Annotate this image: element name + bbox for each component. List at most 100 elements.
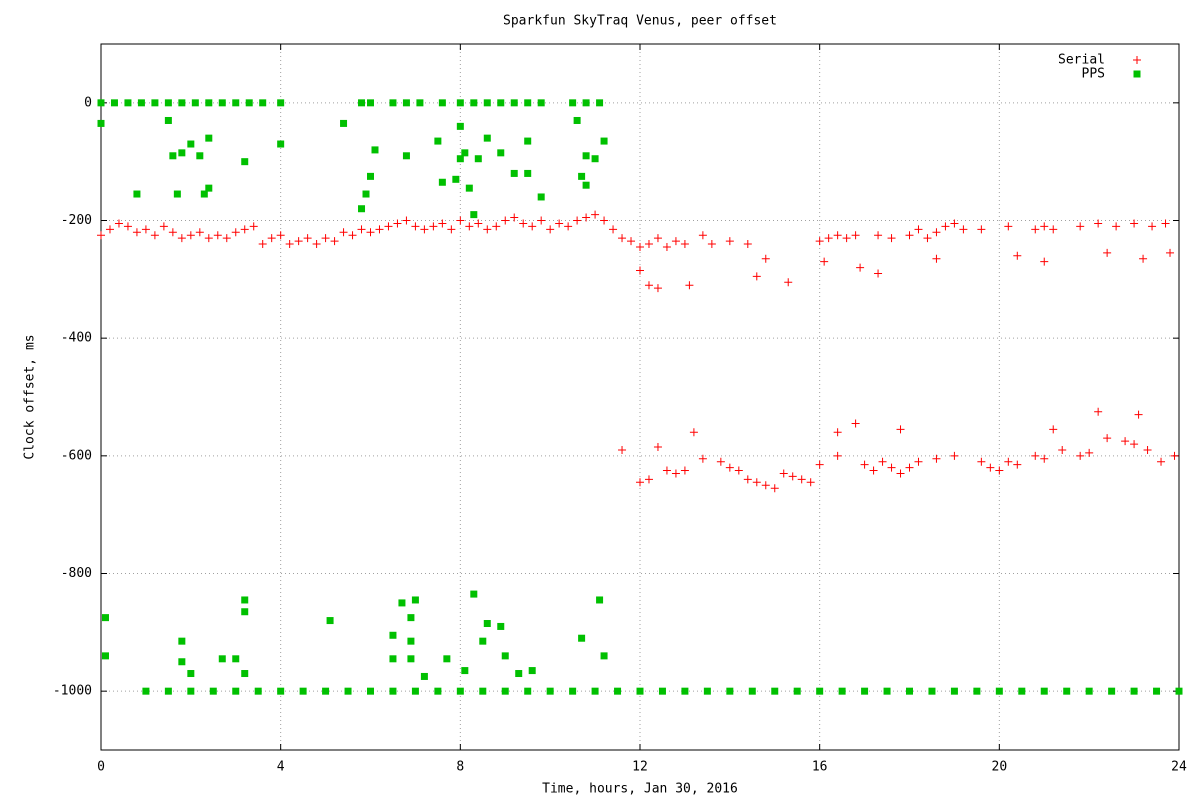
data-point <box>653 284 662 293</box>
data-point <box>187 670 195 678</box>
data-point <box>191 99 199 107</box>
data-point <box>407 655 415 663</box>
data-point <box>492 222 501 231</box>
data-point <box>833 231 842 240</box>
data-point <box>249 222 258 231</box>
data-point <box>932 254 941 263</box>
data-point <box>213 231 222 240</box>
data-point <box>447 225 456 234</box>
data-point <box>97 231 105 240</box>
data-point <box>465 184 473 192</box>
data-point <box>914 457 923 466</box>
data-point <box>276 231 285 240</box>
data-point <box>1094 219 1103 228</box>
data-point <box>582 152 590 160</box>
data-point <box>851 231 860 240</box>
data-point <box>312 240 321 249</box>
data-point <box>573 216 582 225</box>
legend-marker <box>1133 56 1141 64</box>
data-point <box>1063 687 1071 695</box>
data-point <box>928 687 936 695</box>
data-point <box>497 149 505 157</box>
data-point <box>725 463 734 472</box>
data-point <box>241 596 249 604</box>
data-point <box>434 137 442 145</box>
data-point <box>636 242 644 251</box>
data-point <box>501 652 509 660</box>
data-point <box>761 481 770 490</box>
data-point <box>725 237 734 246</box>
data-point <box>456 155 464 163</box>
data-point <box>734 466 743 475</box>
data-point <box>142 687 150 695</box>
data-point <box>241 158 249 166</box>
data-point <box>596 596 604 604</box>
data-point <box>770 484 779 493</box>
data-point <box>1004 457 1013 466</box>
data-point <box>1031 451 1040 460</box>
data-point <box>743 240 752 249</box>
data-point <box>752 272 761 281</box>
data-point <box>186 231 195 240</box>
data-point <box>159 222 168 231</box>
data-point <box>330 237 339 246</box>
data-point <box>1161 219 1170 228</box>
x-tick-label: 8 <box>456 760 464 775</box>
data-point <box>168 228 177 237</box>
data-point <box>241 670 249 678</box>
data-point <box>986 463 995 472</box>
data-point <box>438 219 447 228</box>
data-point <box>164 116 172 124</box>
data-point <box>1175 687 1183 695</box>
data-point <box>537 216 546 225</box>
data-point <box>97 99 105 107</box>
data-point <box>258 240 267 249</box>
data-point <box>861 687 869 695</box>
data-point <box>245 99 253 107</box>
y-tick-label: -400 <box>61 331 92 346</box>
data-point <box>456 99 464 107</box>
x-tick-label: 16 <box>812 760 828 775</box>
data-point <box>389 655 397 663</box>
data-point <box>609 225 618 234</box>
data-point <box>124 99 132 107</box>
data-point <box>200 190 208 198</box>
data-point <box>407 637 415 645</box>
data-point <box>411 222 420 231</box>
data-point <box>1004 222 1013 231</box>
chart-title: Sparkfun SkyTraq Venus, peer offset <box>503 14 777 29</box>
x-tick-label: 12 <box>632 760 648 775</box>
data-point <box>510 213 519 222</box>
data-point <box>1130 219 1139 228</box>
x-tick-label: 24 <box>1171 760 1187 775</box>
data-point <box>205 134 213 142</box>
data-point <box>366 228 375 237</box>
data-point <box>1040 257 1049 266</box>
data-point <box>1157 457 1166 466</box>
data-point <box>1040 454 1049 463</box>
data-point <box>883 687 891 695</box>
data-point <box>1148 222 1157 231</box>
y-tick-label: -200 <box>61 213 92 228</box>
data-point <box>681 687 689 695</box>
data-point <box>483 620 491 628</box>
data-point <box>1108 687 1116 695</box>
data-point <box>434 687 442 695</box>
data-point <box>1085 687 1093 695</box>
data-point <box>905 231 914 240</box>
data-point <box>101 652 109 660</box>
data-point <box>461 667 469 675</box>
data-point <box>367 687 374 695</box>
data-point <box>407 614 415 622</box>
data-point <box>389 631 397 639</box>
data-point <box>906 687 913 695</box>
data-point <box>205 184 213 192</box>
data-point <box>515 670 523 678</box>
data-point <box>528 222 537 231</box>
data-point <box>815 460 824 469</box>
data-point <box>1130 440 1139 449</box>
data-point <box>564 222 573 231</box>
data-point <box>591 210 600 219</box>
data-point <box>600 652 608 660</box>
